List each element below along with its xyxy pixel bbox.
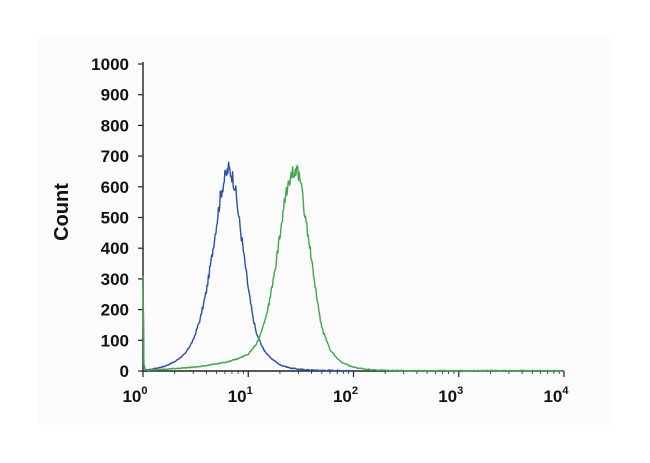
y-tick-label: 500 <box>101 209 129 228</box>
y-axis-title: Count <box>51 183 73 241</box>
chart-panel: Count 0 100 200 300 400 500 600 700 800 900 1000 10… <box>38 38 611 425</box>
x-tick-label: 101 <box>228 385 253 406</box>
y-tick-label: 700 <box>101 147 129 166</box>
y-tick-label: 600 <box>101 178 129 197</box>
y-tick-label: 800 <box>101 116 129 135</box>
y-tick-label: 400 <box>101 239 129 258</box>
series-2-line <box>142 164 565 372</box>
x-tick-label: 100 <box>122 385 147 406</box>
y-tick-label: 0 <box>120 362 129 381</box>
y-tick-label: 100 <box>101 331 129 350</box>
y-tick-label: 1000 <box>91 55 129 74</box>
histogram-chart: Count 0 100 200 300 400 500 600 700 800 900 1000 10… <box>51 55 569 406</box>
y-tick-label: 300 <box>101 270 129 289</box>
x-tick-label: 103 <box>438 385 463 406</box>
x-tick-label: 102 <box>333 385 358 406</box>
series-1-line <box>142 161 354 372</box>
y-tick-label: 200 <box>101 301 129 320</box>
x-tick-label: 104 <box>543 385 569 406</box>
y-tick-label: 900 <box>101 86 129 105</box>
